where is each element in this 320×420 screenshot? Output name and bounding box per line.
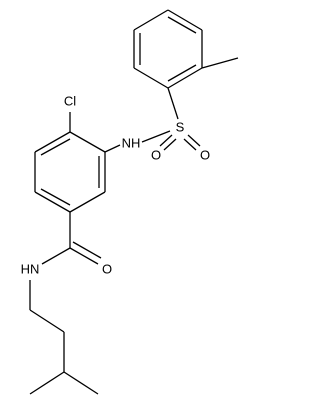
atom-label: O bbox=[200, 147, 210, 162]
atom-label: S bbox=[176, 119, 185, 134]
atom-labels: Cl NH S O O O HN bbox=[21, 93, 210, 276]
atom-label: NH bbox=[122, 135, 141, 150]
atom-label: O bbox=[151, 147, 161, 162]
structure-diagram: Cl NH S O O O HN bbox=[21, 9, 239, 395]
atom-label: O bbox=[102, 261, 112, 276]
atom-label: HN bbox=[21, 261, 40, 276]
atom-label: Cl bbox=[64, 93, 76, 108]
bonds bbox=[29, 9, 239, 395]
